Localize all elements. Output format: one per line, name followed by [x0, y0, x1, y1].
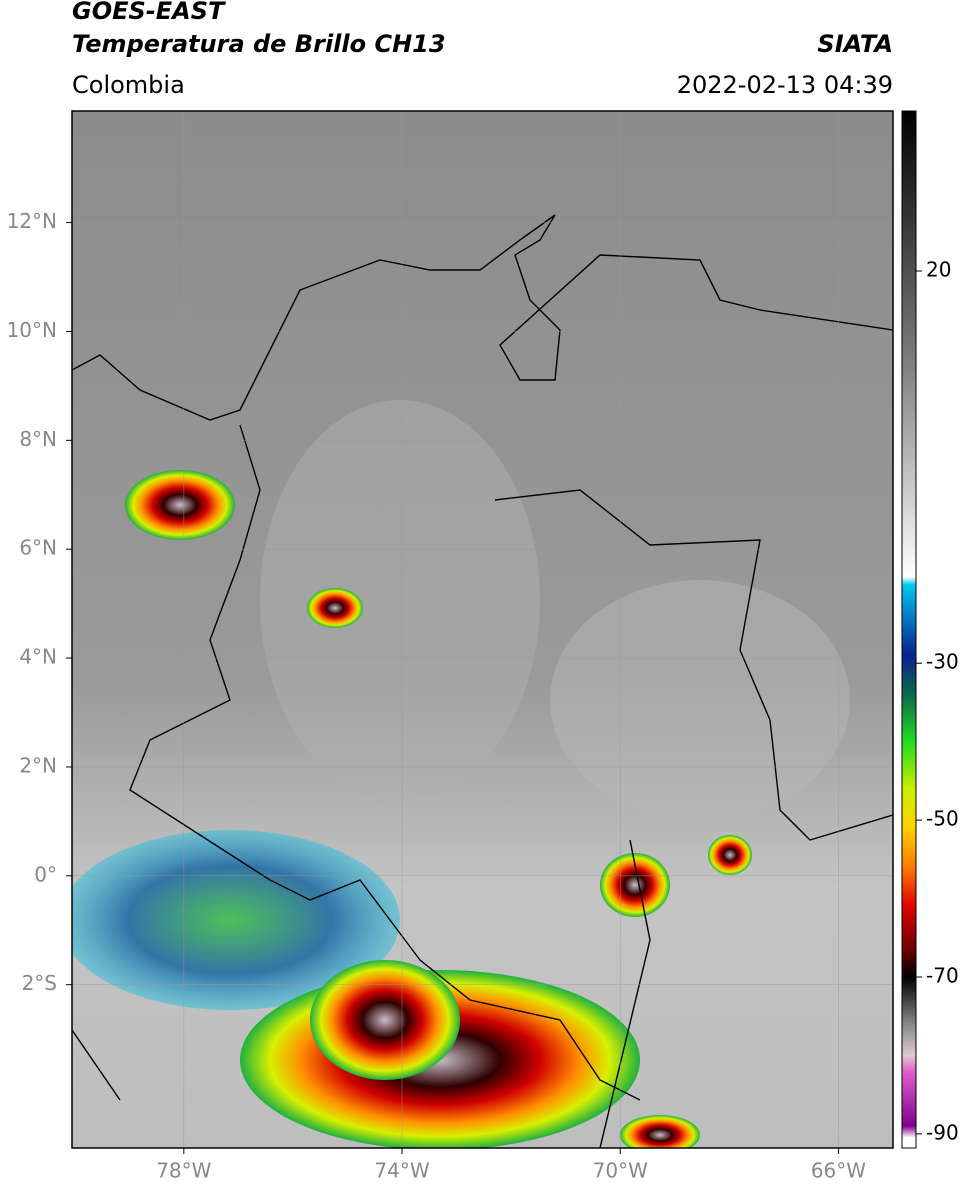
- map-frame: [71, 110, 894, 1149]
- storm: [125, 470, 235, 540]
- colorbar-tick-label: -90: [926, 1120, 959, 1144]
- lat-tick-label: 2°N: [19, 753, 57, 777]
- storm: [307, 588, 363, 628]
- storm: [620, 1115, 700, 1148]
- lon-tick-label: 78°W: [156, 1159, 211, 1183]
- cold-cloud: [72, 830, 400, 1010]
- lat-tick-label: 6°N: [19, 536, 57, 560]
- cloud: [550, 580, 850, 820]
- lat-tick-label: 0°: [34, 862, 57, 886]
- subtitle: Temperatura de Brillo CH13: [72, 30, 446, 58]
- storm: [708, 835, 752, 875]
- colorbar-tick-label: -50: [926, 807, 959, 831]
- source: SIATA: [817, 30, 893, 58]
- storm: [310, 960, 460, 1080]
- colorbar-tick-label: -70: [926, 963, 959, 987]
- lat-tick-label: 4°N: [19, 645, 57, 669]
- cloud: [260, 400, 540, 800]
- region: Colombia: [72, 71, 185, 99]
- lon-tick-label: 66°W: [811, 1159, 866, 1183]
- lat-tick-label: 10°N: [7, 318, 57, 342]
- colorbar-tick-label: -30: [926, 650, 959, 674]
- lat-tick-label: 8°N: [19, 427, 57, 451]
- map-imagery: [72, 111, 893, 1148]
- datetime: 2022-02-13 04:39: [677, 71, 893, 99]
- lat-tick-label: 2°S: [22, 971, 57, 995]
- storm: [600, 853, 670, 917]
- lon-tick-label: 74°W: [374, 1159, 429, 1183]
- lat-tick-label: 12°N: [7, 209, 57, 233]
- colorbar: [901, 110, 917, 1149]
- colorbar-tick-label: 20: [926, 258, 951, 282]
- borders: [72, 214, 893, 1148]
- lon-tick-label: 70°W: [593, 1159, 648, 1183]
- title: GOES-EAST: [72, 0, 226, 25]
